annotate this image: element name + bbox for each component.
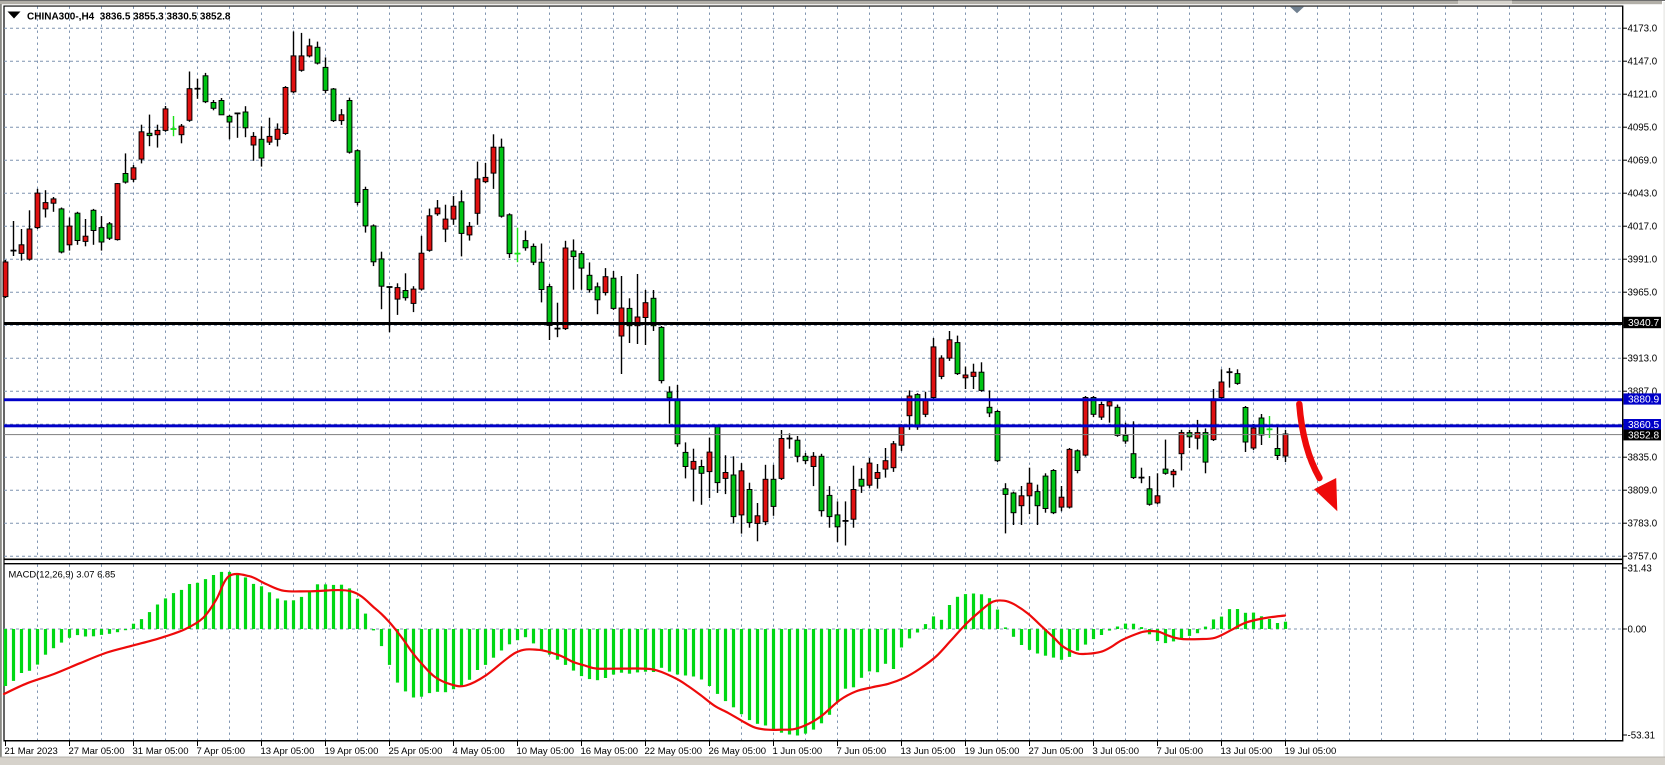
svg-text:21 Mar 2023: 21 Mar 2023 <box>5 746 58 757</box>
svg-text:10 May 05:00: 10 May 05:00 <box>517 746 575 757</box>
svg-text:3852.8: 3852.8 <box>1628 431 1659 442</box>
svg-text:3880.9: 3880.9 <box>1628 395 1659 406</box>
svg-text:1 Jun 05:00: 1 Jun 05:00 <box>773 746 823 757</box>
svg-text:4121.0: 4121.0 <box>1628 90 1658 101</box>
svg-text:26 May 05:00: 26 May 05:00 <box>709 746 767 757</box>
svg-text:19 Apr 05:00: 19 Apr 05:00 <box>325 746 379 757</box>
svg-text:27 Mar 05:00: 27 Mar 05:00 <box>69 746 125 757</box>
svg-text:4147.0: 4147.0 <box>1628 57 1658 68</box>
svg-text:31 Mar 05:00: 31 Mar 05:00 <box>133 746 189 757</box>
svg-text:3757.0: 3757.0 <box>1628 552 1658 563</box>
svg-text:19 Jul 05:00: 19 Jul 05:00 <box>1285 746 1337 757</box>
svg-text:3 Jul 05:00: 3 Jul 05:00 <box>1093 746 1139 757</box>
svg-text:4173.0: 4173.0 <box>1628 24 1658 35</box>
svg-text:4 May 05:00: 4 May 05:00 <box>453 746 505 757</box>
svg-text:-53.31: -53.31 <box>1628 731 1655 742</box>
svg-text:25 Apr 05:00: 25 Apr 05:00 <box>389 746 443 757</box>
svg-text:CHINA300-,H4 3836.5 3855.3 38: CHINA300-,H4 3836.5 3855.3 3830.5 3852.8 <box>27 12 231 23</box>
svg-text:16 May 05:00: 16 May 05:00 <box>581 746 639 757</box>
svg-text:3913.0: 3913.0 <box>1628 354 1658 365</box>
svg-text:22 May 05:00: 22 May 05:00 <box>645 746 703 757</box>
svg-text:3783.0: 3783.0 <box>1628 519 1658 530</box>
svg-text:19 Jun 05:00: 19 Jun 05:00 <box>965 746 1020 757</box>
svg-text:3940.7: 3940.7 <box>1628 318 1659 329</box>
svg-text:7 Apr 05:00: 7 Apr 05:00 <box>197 746 246 757</box>
svg-text:13 Apr 05:00: 13 Apr 05:00 <box>261 746 315 757</box>
svg-text:3991.0: 3991.0 <box>1628 255 1658 266</box>
svg-text:3965.0: 3965.0 <box>1628 288 1658 299</box>
svg-text:3860.5: 3860.5 <box>1628 420 1659 431</box>
svg-text:4095.0: 4095.0 <box>1628 123 1658 134</box>
svg-text:13 Jul 05:00: 13 Jul 05:00 <box>1221 746 1273 757</box>
svg-text:4043.0: 4043.0 <box>1628 189 1658 200</box>
svg-text:4017.0: 4017.0 <box>1628 222 1658 233</box>
svg-text:27 Jun 05:00: 27 Jun 05:00 <box>1029 746 1084 757</box>
svg-text:7 Jul 05:00: 7 Jul 05:00 <box>1157 746 1203 757</box>
svg-text:3835.0: 3835.0 <box>1628 453 1658 464</box>
svg-text:3887.0: 3887.0 <box>1628 387 1658 398</box>
svg-text:4069.0: 4069.0 <box>1628 156 1658 167</box>
svg-text:13 Jun 05:00: 13 Jun 05:00 <box>901 746 956 757</box>
svg-text:3809.0: 3809.0 <box>1628 486 1658 497</box>
svg-text:MACD(12,26,9) 3.07 6.85: MACD(12,26,9) 3.07 6.85 <box>9 569 116 580</box>
svg-text:31.43: 31.43 <box>1628 564 1652 575</box>
svg-text:0.00: 0.00 <box>1628 625 1647 636</box>
svg-text:7 Jun 05:00: 7 Jun 05:00 <box>837 746 887 757</box>
